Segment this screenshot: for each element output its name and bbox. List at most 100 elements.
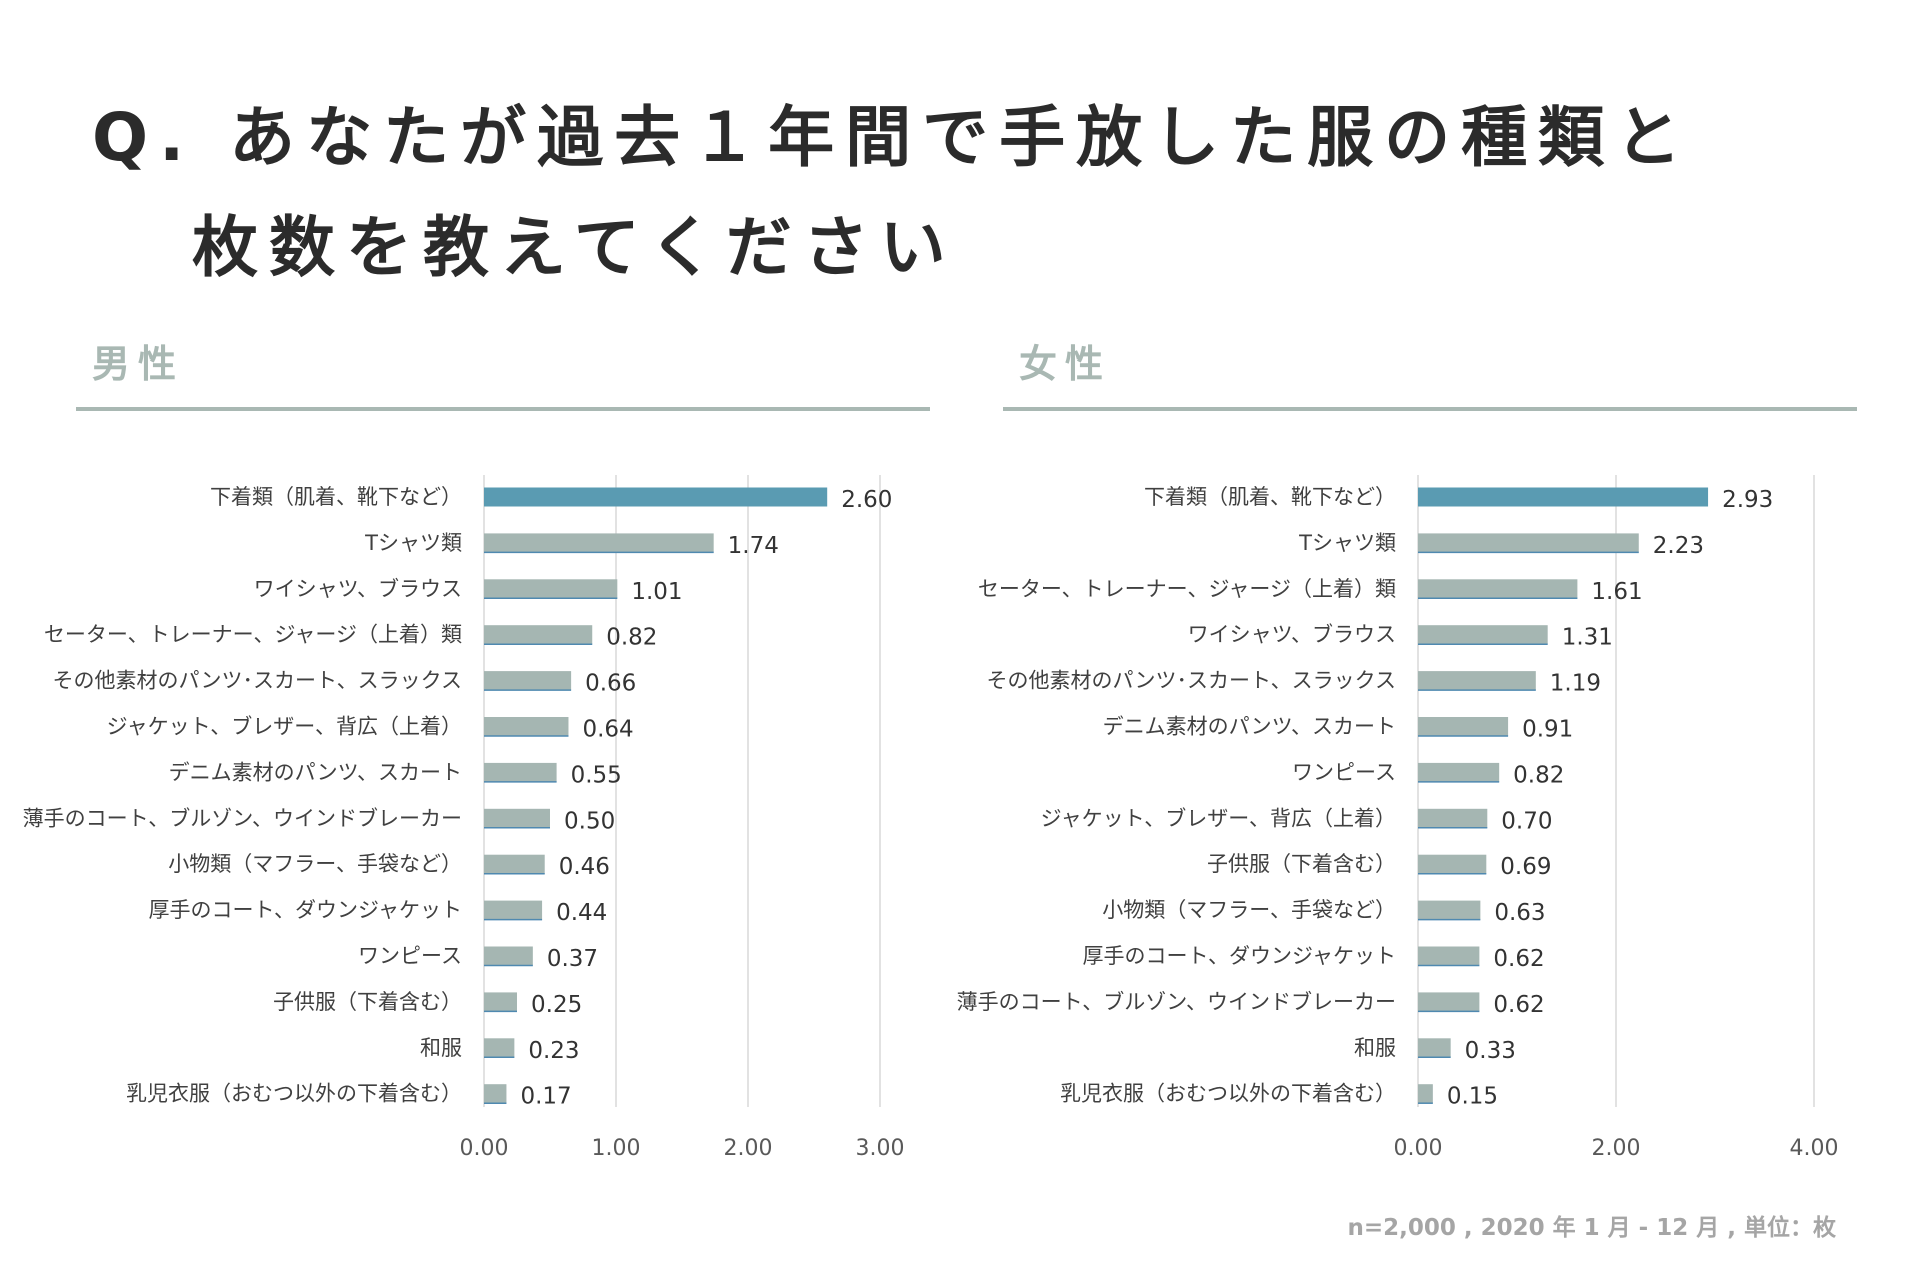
x-tick-label: 0.00 xyxy=(460,1136,509,1161)
page-title-line-1: Q. あなたが過去１年間で手放した服の種類と xyxy=(92,99,1693,176)
category-label: 薄手のコート、ブルゾン、ウインドブレーカー xyxy=(957,990,1396,1014)
bar xyxy=(1418,1084,1433,1104)
category-label: デニム素材のパンツ、スカート xyxy=(1103,715,1396,739)
value-label: 0.44 xyxy=(556,900,607,926)
bar xyxy=(484,946,533,966)
value-label: 0.66 xyxy=(585,671,636,697)
bar xyxy=(484,992,517,1012)
section-divider-female xyxy=(1003,407,1857,411)
category-label: 厚手のコート、ダウンジャケット xyxy=(1082,944,1396,968)
female-bar-chart: 0.00 2.00 4.00 下着類（肌着、靴下など） 2.93 Tシャツ類 2.23 セータ… xyxy=(957,475,1839,1161)
value-label: 0.91 xyxy=(1522,717,1573,743)
bar xyxy=(484,671,572,691)
value-label: 0.62 xyxy=(1493,992,1544,1018)
bar xyxy=(484,762,557,782)
category-label: 乳児衣服（おむつ以外の下着含む） xyxy=(1060,1082,1396,1106)
category-label: 薄手のコート、ブルゾン、ウインドブレーカー xyxy=(23,806,462,830)
value-label: 0.69 xyxy=(1500,854,1551,880)
category-label: 子供服（下着含む） xyxy=(1207,852,1396,876)
bar xyxy=(1418,1038,1451,1058)
bar xyxy=(1418,808,1488,828)
category-label: ワイシャツ、ブラウス xyxy=(254,577,462,601)
bar xyxy=(1418,992,1480,1012)
value-label: 0.55 xyxy=(571,762,622,788)
value-label: 0.17 xyxy=(520,1084,571,1110)
value-label: 1.19 xyxy=(1550,671,1601,697)
category-label: 子供服（下着含む） xyxy=(273,990,462,1014)
category-label: 下着類（肌着、靴下など） xyxy=(1144,485,1396,509)
x-tick-label: 2.00 xyxy=(1592,1136,1641,1161)
value-label: 1.01 xyxy=(631,579,682,605)
value-label: 0.33 xyxy=(1465,1038,1516,1064)
male-bar-chart: 0.00 1.00 2.00 3.00 下着類（肌着、靴下など） 2.60 Tシャツ類 1.7… xyxy=(23,475,905,1161)
value-label: 2.23 xyxy=(1653,533,1704,559)
bar xyxy=(1418,762,1500,782)
value-label: 1.74 xyxy=(728,533,779,559)
category-label: 和服 xyxy=(1354,1036,1396,1060)
bar xyxy=(1418,717,1509,736)
value-label: 2.60 xyxy=(841,487,892,513)
category-label: ワンピース xyxy=(1292,760,1396,784)
category-label: ワイシャツ、ブラウス xyxy=(1188,623,1396,647)
category-label: Tシャツ類 xyxy=(1298,531,1396,555)
category-label: その他素材のパンツ･スカート、スラックス xyxy=(53,669,463,693)
value-label: 0.23 xyxy=(528,1038,579,1064)
value-label: 0.63 xyxy=(1494,900,1545,926)
bar xyxy=(484,1084,507,1104)
value-label: 0.25 xyxy=(531,992,582,1018)
category-label: 小物類（マフラー、手袋など） xyxy=(168,852,462,876)
x-tick-label: 0.00 xyxy=(1394,1136,1443,1161)
bar xyxy=(1418,579,1578,599)
section-title-female: 女性 xyxy=(1019,342,1112,386)
value-label: 0.50 xyxy=(564,808,615,834)
category-label: 下着類（肌着、靴下など） xyxy=(210,485,462,509)
bar xyxy=(1418,946,1480,966)
category-label: セーター、トレーナー、ジャージ（上着）類 xyxy=(44,623,462,647)
value-label: 0.64 xyxy=(582,717,633,743)
value-label: 0.62 xyxy=(1493,946,1544,972)
category-label: 厚手のコート、ダウンジャケット xyxy=(148,898,462,922)
category-label: その他素材のパンツ･スカート、スラックス xyxy=(987,669,1397,693)
value-label: 2.93 xyxy=(1722,487,1773,513)
category-label: セーター、トレーナー、ジャージ（上着）類 xyxy=(978,577,1396,601)
bar xyxy=(484,900,543,920)
value-label: 1.61 xyxy=(1591,579,1642,605)
category-label: 小物類（マフラー、手袋など） xyxy=(1102,898,1396,922)
bar xyxy=(1418,900,1481,920)
bar xyxy=(484,625,593,645)
x-tick-label: 2.00 xyxy=(724,1136,773,1161)
bar xyxy=(484,533,714,553)
section-title-male: 男性 xyxy=(92,342,185,386)
category-label: Tシャツ類 xyxy=(364,531,462,555)
x-tick-label: 3.00 xyxy=(856,1136,905,1161)
footnote: n=2,000 , 2020 年 1 月 - 12 月 , 単位：枚 xyxy=(1347,1215,1836,1241)
section-divider-male xyxy=(76,407,930,411)
category-label: ジャケット、ブレザー、背広（上着） xyxy=(107,715,462,739)
x-tick-label: 1.00 xyxy=(592,1136,641,1161)
category-label: デニム素材のパンツ、スカート xyxy=(169,760,462,784)
bar xyxy=(1418,487,1709,507)
category-label: 和服 xyxy=(420,1036,462,1060)
bar xyxy=(484,808,550,828)
bar xyxy=(484,717,569,736)
value-label: 0.82 xyxy=(606,625,657,651)
bar xyxy=(1418,671,1536,691)
page-title-line-2: 枚数を教えてください xyxy=(192,209,957,286)
category-label: ワンピース xyxy=(358,944,462,968)
value-label: 0.82 xyxy=(1513,762,1564,788)
bar xyxy=(484,1038,515,1058)
bar xyxy=(1418,533,1639,553)
value-label: 0.15 xyxy=(1447,1084,1498,1110)
value-label: 0.70 xyxy=(1501,808,1552,834)
x-tick-label: 4.00 xyxy=(1790,1136,1839,1161)
bar xyxy=(484,854,545,874)
bar xyxy=(1418,625,1548,645)
bar xyxy=(484,487,828,507)
value-label: 1.31 xyxy=(1562,625,1613,651)
category-label: ジャケット、ブレザー、背広（上着） xyxy=(1041,806,1396,830)
value-label: 0.46 xyxy=(559,854,610,880)
bar xyxy=(1418,854,1487,874)
category-label: 乳児衣服（おむつ以外の下着含む） xyxy=(126,1082,462,1106)
value-label: 0.37 xyxy=(547,946,598,972)
bar xyxy=(484,579,618,599)
